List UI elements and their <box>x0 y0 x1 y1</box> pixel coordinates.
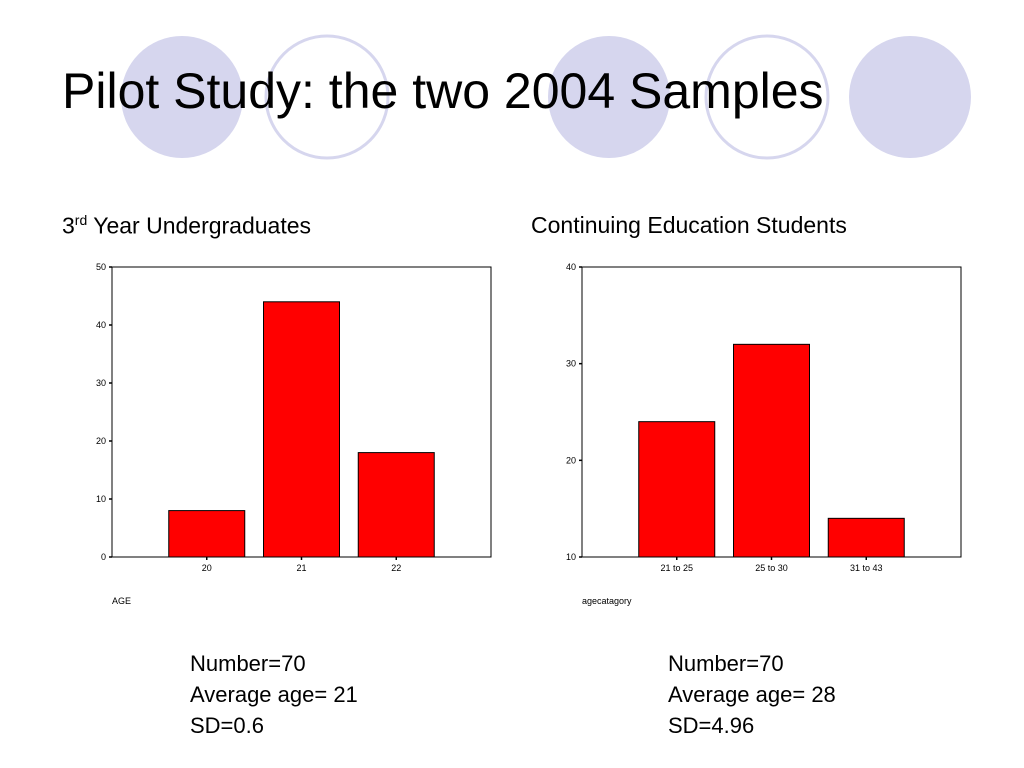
panel-title-undergraduates: 3rd Year Undergraduates <box>62 212 311 240</box>
slide-title: Pilot Study: the two 2004 Samples <box>62 63 824 119</box>
y-tick-label: 30 <box>96 378 106 388</box>
stat-sd: SD=4.96 <box>668 713 755 738</box>
stat-number: Number=70 <box>668 651 784 676</box>
bar <box>827 517 905 558</box>
x-tick-label: 31 to 43 <box>850 563 883 573</box>
y-tick-label: 40 <box>96 320 106 330</box>
y-tick-label: 10 <box>566 552 576 562</box>
y-tick-label: 50 <box>96 262 106 272</box>
bar-chart-undergraduates: 0 10 20 30 40 50 20 21 22 AGE <box>96 262 492 606</box>
panel-title-prefix: 3 <box>62 212 75 239</box>
panel-title-rest: Year Undergraduates <box>87 212 312 239</box>
stat-average-age: Average age= 28 <box>668 682 836 707</box>
y-tick-label: 40 <box>566 262 576 272</box>
deco-circle-outline <box>264 34 390 160</box>
stat-sd: SD=0.6 <box>190 713 264 738</box>
x-tick-label: 21 <box>296 563 306 573</box>
deco-circle-outline <box>704 34 830 160</box>
y-tick-label: 20 <box>96 436 106 446</box>
x-tick-label: 22 <box>391 563 401 573</box>
y-tick-label: 30 <box>566 359 576 369</box>
deco-circle-filled <box>121 36 243 158</box>
bar <box>263 301 340 558</box>
bar-chart-continuing-education: 10 20 30 40 21 to 25 25 to 30 31 to 43 agecatag… <box>566 262 962 606</box>
x-axis-label: agecatagory <box>582 596 632 606</box>
y-tick-label: 20 <box>566 455 576 465</box>
x-tick-label: 25 to 30 <box>755 563 788 573</box>
stats-undergraduates: Number=70 Average age= 21 SD=0.6 <box>190 648 358 741</box>
panel-title-continuing-education: Continuing Education Students <box>531 212 847 239</box>
stat-average-age: Average age= 21 <box>190 682 358 707</box>
x-tick-label: 21 to 25 <box>660 563 693 573</box>
deco-circle-filled <box>548 36 670 158</box>
bar <box>168 510 246 558</box>
y-tick-label: 10 <box>96 494 106 504</box>
x-tick-label: 20 <box>202 563 212 573</box>
deco-circle-filled <box>849 36 971 158</box>
decorative-circles <box>121 34 971 160</box>
panel-title-prefix: Continuing Education Students <box>531 212 847 238</box>
bar <box>357 452 435 558</box>
panel-title-superscript: rd <box>74 212 88 228</box>
bar <box>638 421 716 558</box>
x-axis-label: AGE <box>112 596 131 606</box>
stat-number: Number=70 <box>190 651 306 676</box>
stats-continuing-education: Number=70 Average age= 28 SD=4.96 <box>668 648 836 741</box>
y-tick-label: 0 <box>101 552 106 562</box>
bar <box>733 343 810 558</box>
